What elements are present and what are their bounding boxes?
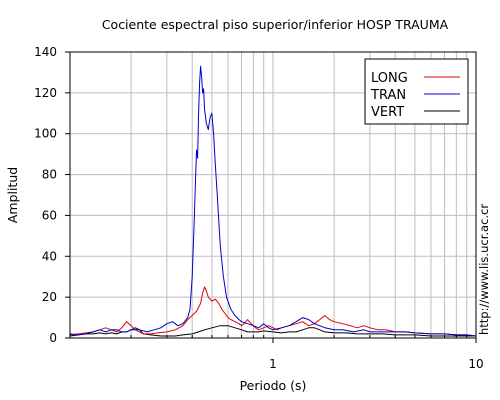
side-url-text: http://www.lis.ucr.ac.cr: [477, 204, 491, 335]
y-tick-label: 140: [34, 45, 57, 59]
y-tick-label: 100: [34, 127, 57, 141]
y-tick-label: 20: [42, 290, 57, 304]
series-lines: [69, 65, 477, 337]
series-line-long: [69, 286, 477, 337]
legend-box: [364, 58, 469, 125]
x-tick-label: 10: [468, 357, 483, 371]
y-tick-label: 40: [42, 249, 57, 263]
y-tick-label: 80: [42, 168, 57, 182]
axes: 0 20 40 60 80 100 120 140 1 10: [34, 45, 484, 371]
x-axis-label: Periodo (s): [240, 378, 307, 393]
legend-label-long: LONG: [371, 71, 408, 86]
y-tick-label: 60: [42, 208, 57, 222]
y-axis-label: Amplitud: [5, 167, 20, 223]
y-tick-label: 0: [49, 331, 57, 345]
legend: LONG TRAN VERT: [364, 58, 469, 125]
y-tick-label: 120: [34, 86, 57, 100]
legend-label-vert: VERT: [371, 105, 404, 120]
legend-label-tran: TRAN: [370, 88, 406, 103]
x-tick-label: 1: [269, 357, 277, 371]
series-line-tran: [69, 65, 477, 337]
chart-title: Cociente espectral piso superior/inferio…: [102, 17, 449, 32]
